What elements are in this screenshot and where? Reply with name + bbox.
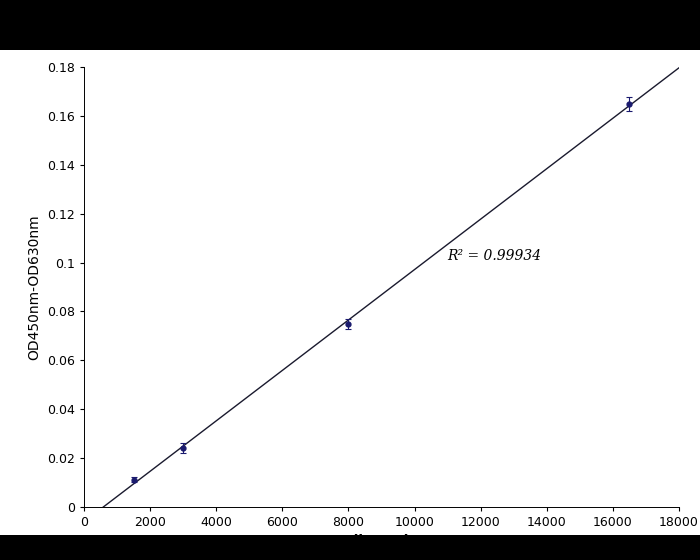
Text: R² = 0.99934: R² = 0.99934 (447, 249, 542, 263)
X-axis label: Cell Number: Cell Number (333, 534, 430, 548)
Y-axis label: OD450nm-OD630nm: OD450nm-OD630nm (27, 214, 41, 360)
